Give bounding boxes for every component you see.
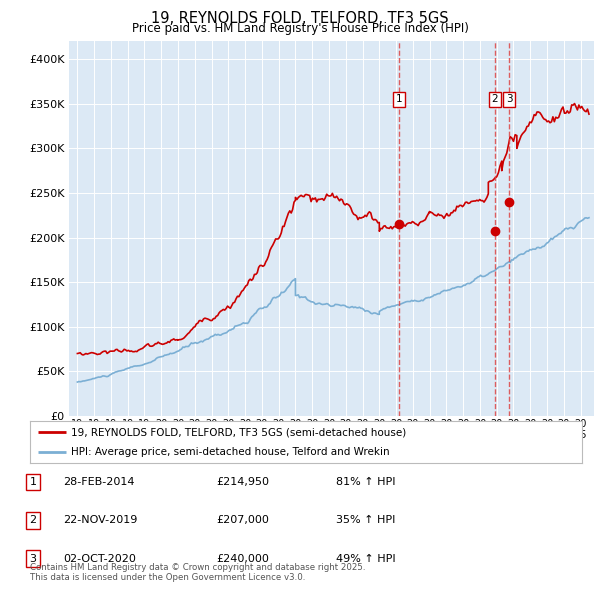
Text: 28-FEB-2014: 28-FEB-2014 [63,477,134,487]
Bar [399,41,594,416]
Text: 3: 3 [29,554,37,563]
Text: 2: 2 [492,94,499,104]
Text: 1: 1 [29,477,37,487]
Text: £214,950: £214,950 [216,477,269,487]
Text: 49% ↑ HPI: 49% ↑ HPI [336,554,395,563]
Text: 19, REYNOLDS FOLD, TELFORD, TF3 5GS: 19, REYNOLDS FOLD, TELFORD, TF3 5GS [151,11,449,25]
Text: 35% ↑ HPI: 35% ↑ HPI [336,516,395,525]
Text: £207,000: £207,000 [216,516,269,525]
Text: 81% ↑ HPI: 81% ↑ HPI [336,477,395,487]
Text: Price paid vs. HM Land Registry's House Price Index (HPI): Price paid vs. HM Land Registry's House … [131,22,469,35]
Text: 3: 3 [506,94,512,104]
Text: HPI: Average price, semi-detached house, Telford and Wrekin: HPI: Average price, semi-detached house,… [71,447,390,457]
Text: £240,000: £240,000 [216,554,269,563]
Text: 1: 1 [395,94,402,104]
Text: 02-OCT-2020: 02-OCT-2020 [63,554,136,563]
Text: 22-NOV-2019: 22-NOV-2019 [63,516,137,525]
Text: 19, REYNOLDS FOLD, TELFORD, TF3 5GS (semi-detached house): 19, REYNOLDS FOLD, TELFORD, TF3 5GS (sem… [71,427,407,437]
Text: Contains HM Land Registry data © Crown copyright and database right 2025.
This d: Contains HM Land Registry data © Crown c… [30,563,365,582]
Text: 2: 2 [29,516,37,525]
